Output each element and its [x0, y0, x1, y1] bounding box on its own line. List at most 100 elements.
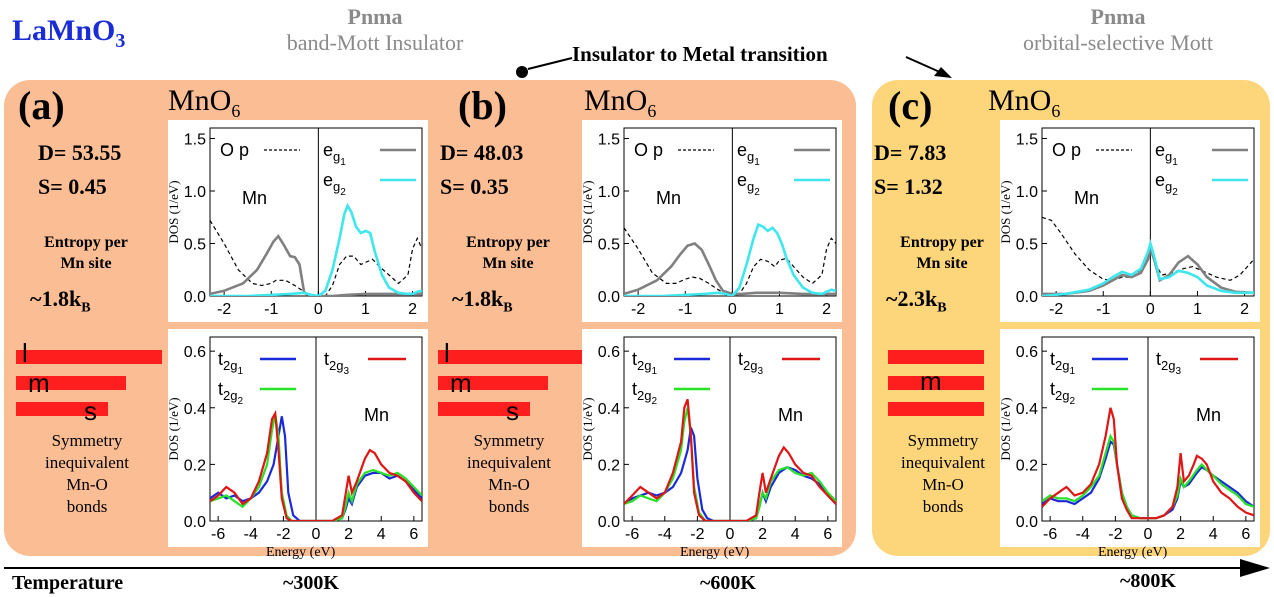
x-tick-label: -1: [1096, 301, 1110, 318]
x-tick-label: -2: [1108, 526, 1122, 543]
x-tick-label: 2: [822, 301, 831, 318]
mno6-sub: 6: [1051, 101, 1061, 121]
legend-t2g1: t2g1: [632, 349, 657, 377]
mno6-sub: 6: [231, 101, 241, 121]
symmetry-line: inequivalent: [900, 453, 986, 472]
figure-title: LaMnO3: [12, 14, 126, 52]
symmetry-text: Symmetry inequivalent Mn-O bonds: [868, 430, 1018, 518]
entropy-value: ~1.8kB: [30, 286, 91, 316]
x-tick-label: -4: [1076, 526, 1090, 543]
legend-mn-bottom: Mn: [1196, 405, 1221, 425]
mno6-label: MnO6: [168, 84, 240, 122]
legend-t2g2: t2g2: [632, 379, 657, 407]
y-tick-label: 0.4: [1016, 401, 1038, 418]
entropy-value-main: ~1.8k: [452, 286, 504, 311]
entropy-label: Entropy per Mn site: [872, 232, 1012, 274]
y-axis-label: DOS (1/eV): [1000, 397, 1013, 460]
series-line-e-g2: [624, 222, 836, 296]
mno6-main: MnO: [988, 84, 1052, 117]
x-tick-label: -2: [631, 301, 645, 318]
x-tick-label: 0: [314, 301, 323, 318]
distortion-value: D= 7.83: [874, 140, 947, 165]
bond-bar-long: [438, 350, 584, 364]
mno6-label: MnO6: [584, 84, 656, 122]
x-tick-label: 2: [1176, 526, 1185, 543]
eg-plot-bg: [168, 120, 428, 322]
y-tick-label: 0.2: [184, 457, 206, 474]
entropy-line1: Entropy per: [900, 234, 984, 251]
bond-bar-1: [888, 350, 984, 364]
x-tick-label: 1: [1193, 301, 1202, 318]
symmetry-line: Symmetry: [473, 431, 545, 450]
legend-t2g3: t2g3: [1156, 349, 1181, 377]
x-tick-label: 6: [1241, 526, 1250, 543]
legend-eg2: eg2: [323, 170, 346, 198]
temperature-600k: ~600K: [700, 572, 756, 594]
mno6-main: MnO: [168, 84, 232, 117]
transition-dot: [516, 66, 528, 78]
eg-plot-frame: [1041, 127, 1255, 297]
y-tick-label: 0.0: [1016, 289, 1038, 306]
y-axis-label: DOS (1/eV): [168, 180, 181, 243]
entropy-line1: Entropy per: [44, 234, 128, 251]
x-axis-label: Energy (eV): [1098, 545, 1168, 560]
y-tick-label: 0.0: [598, 514, 620, 531]
entropy-line1: Entropy per: [466, 234, 550, 251]
symmetry-line: Mn-O: [488, 475, 530, 494]
symmetry-line: Symmetry: [51, 431, 123, 450]
y-tick-label: 0.2: [598, 457, 620, 474]
panel-label: (c): [888, 83, 933, 128]
legend-op: O p: [1052, 140, 1081, 160]
entropy-line2: Mn site: [482, 255, 534, 272]
t2g-plot-bg: [582, 329, 842, 547]
y-axis-label: DOS (1/eV): [168, 397, 181, 460]
series-line-o-p: [1042, 216, 1254, 281]
legend-t2g3: t2g3: [324, 349, 349, 377]
x-tick-label: -4: [658, 526, 672, 543]
entropy-label: Entropy per Mn site: [438, 232, 578, 274]
bond-bar-2: [888, 376, 984, 390]
temperature-arrowhead: [1240, 559, 1270, 577]
x-tick-label: 0: [312, 526, 321, 543]
eg-plot-bg: [582, 120, 842, 322]
legend-mn-top: Mn: [242, 188, 267, 208]
transition-line-left: [527, 57, 573, 70]
x-tick-label: -2: [690, 526, 704, 543]
legend-eg1: eg1: [1155, 140, 1178, 168]
legend-t2g3: t2g3: [738, 349, 763, 377]
x-tick-label: -6: [625, 526, 639, 543]
bond-letter-m: m: [28, 368, 50, 398]
x-axis-label: Energy (eV): [266, 545, 336, 560]
x-tick-label: 0: [1146, 301, 1155, 318]
legend-mn-bottom: Mn: [778, 405, 803, 425]
series-line-e-g1: [210, 234, 422, 296]
symmetry-line: bonds: [66, 497, 108, 516]
x-tick-label: -2: [276, 526, 290, 543]
bond-letter-l: l: [444, 338, 450, 368]
y-tick-label: 1.0: [184, 184, 206, 201]
x-tick-label: -1: [264, 301, 278, 318]
symmetry-line: inequivalent: [44, 453, 130, 472]
y-tick-label: 1.5: [184, 132, 206, 149]
y-axis-label: DOS (1/eV): [1000, 180, 1013, 243]
transition-line-right: [905, 56, 943, 74]
legend-mn-top: Mn: [656, 188, 681, 208]
x-tick-label: 6: [823, 526, 832, 543]
series-line-e-g2: [210, 202, 422, 296]
x-tick-label: 4: [791, 526, 800, 543]
x-tick-label: 1: [775, 301, 784, 318]
x-tick-label: 0: [726, 526, 735, 543]
dos-plots-panel-2: -2 -1 0 1 2 0.0 0.5 1.0 1.5 DOS (1/eV) -6 -4 -2 0 2 4 6 0…: [582, 120, 842, 547]
y-tick-label: 0.6: [598, 344, 620, 361]
entropy-value-sub: B: [937, 300, 947, 316]
series-line-t-2g3: [1042, 407, 1254, 520]
phase-right: Pnma orbital-selective Mott: [968, 4, 1268, 56]
entropy-value-sub: B: [503, 300, 513, 316]
transition-label: Insulator to Metal transition: [572, 42, 828, 66]
x-axis-label: Energy (eV): [680, 545, 750, 560]
symmetry-line: bonds: [488, 497, 530, 516]
bond-bar-medium: [438, 376, 548, 390]
mno6-main: MnO: [584, 84, 648, 117]
legend-op: O p: [634, 140, 663, 160]
